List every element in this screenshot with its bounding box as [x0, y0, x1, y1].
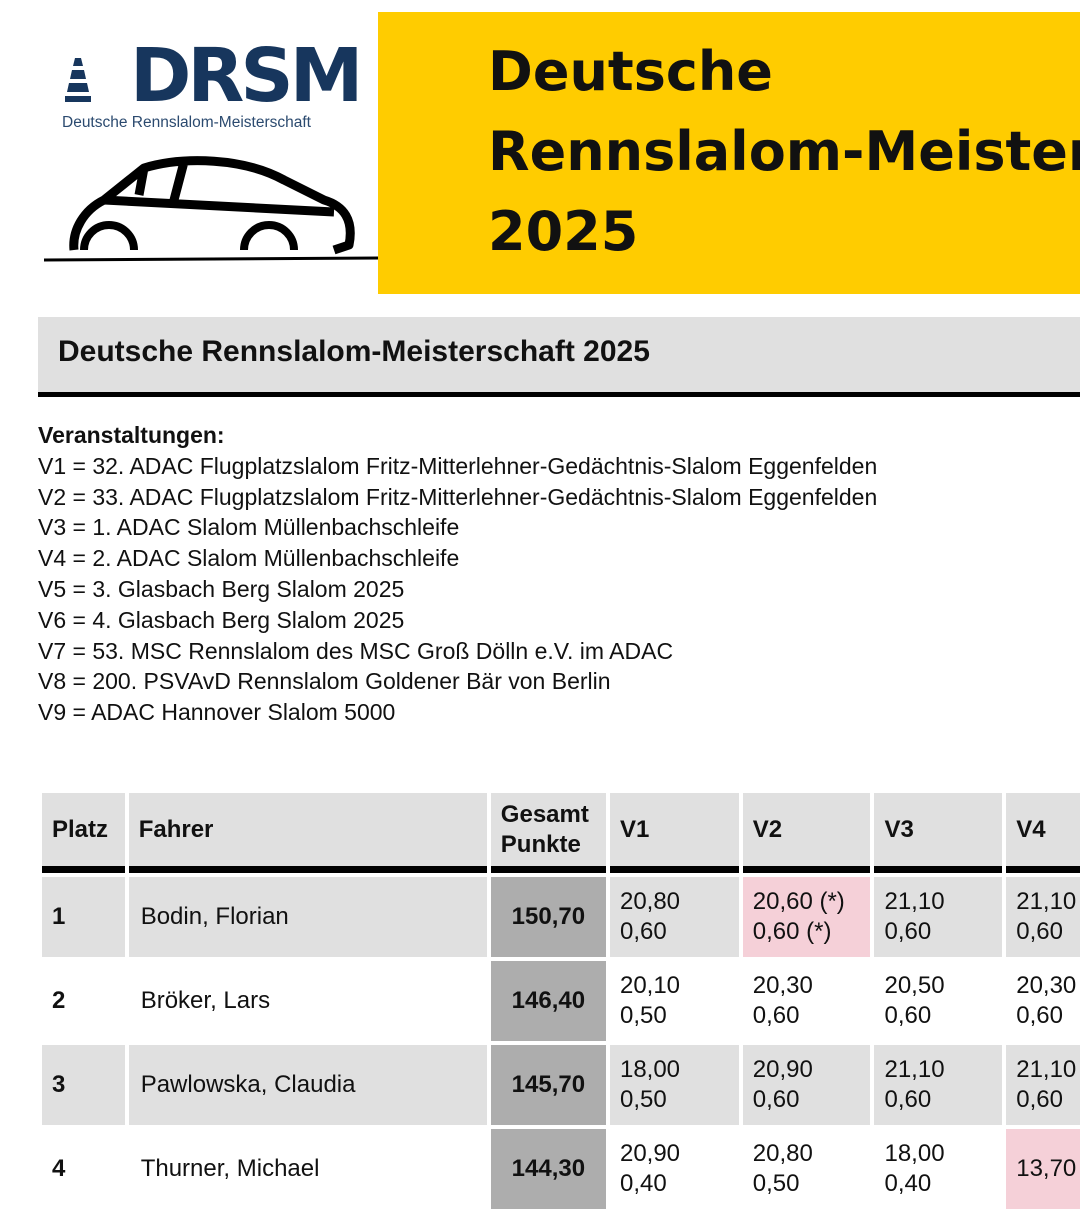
total-points: 144,30 — [490, 1129, 606, 1209]
points: 20,90 — [619, 1140, 681, 1167]
event-points-cell: 20,30 0,60 — [742, 961, 871, 1041]
col-gesamt-line: Gesamt — [500, 800, 589, 828]
bonus-points: 0,50 — [752, 1170, 800, 1197]
events-heading: Veranstaltungen: — [38, 422, 225, 448]
header-banner: DRSM Deutsche Rennslalom-Meisterschaft D… — [0, 0, 1080, 300]
event-points-cell: 20,10 0,50 — [609, 961, 739, 1041]
page-title-bar: Deutsche Rennslalom-Meisterschaft 2025 — [38, 317, 1080, 397]
points: 13,70 (*) — [1016, 1155, 1080, 1182]
driver-name: Pawlowska, Claudia — [128, 1045, 487, 1125]
event-points-cell: 20,30 0,60 — [1006, 961, 1080, 1041]
bonus-points: 0,50 — [619, 1002, 667, 1029]
event-item: V1 = 32. ADAC Flugplatzslalom Fritz-Mitt… — [38, 452, 878, 479]
platz-cell: 3 — [42, 1045, 125, 1125]
table-row: 2 Bröker, Lars 146,40 20,10 0,50 20,30 0,60 2… — [42, 961, 1080, 1041]
bonus-points: 0,60 (*) — [752, 918, 832, 945]
car-silhouette-icon — [44, 156, 380, 262]
points: 21,10 — [1016, 1056, 1077, 1083]
points: 20,50 — [884, 972, 945, 999]
traffic-cone-icon — [65, 58, 91, 102]
points: 20,60 (*) — [752, 888, 845, 915]
event-item: V4 = 2. ADAC Slalom Müllenbachschleife — [38, 545, 460, 572]
banner-title-line: Rennslalom-Meisterschaft — [488, 120, 1080, 183]
event-points-cell: 20,90 0,60 — [742, 1045, 871, 1125]
col-v4[interactable]: V4 — [1006, 793, 1080, 873]
bonus-points: 0,60 — [1016, 1086, 1063, 1113]
bonus-points: 0,60 — [884, 1086, 932, 1113]
points: 21,10 — [884, 1056, 945, 1083]
points: 20,80 — [752, 1140, 813, 1167]
table-header-row: Platz Fahrer Gesamt Punkte V1 V2 V3 V4 — [42, 793, 1080, 873]
event-points-cell: 20,60 (*) 0,60 (*) — [742, 877, 871, 957]
col-v2[interactable]: V2 — [742, 793, 871, 873]
col-platz[interactable]: Platz — [42, 793, 125, 873]
banner-title-line: Deutsche — [488, 40, 773, 103]
banner-title-line: 2025 — [488, 200, 639, 263]
event-points-cell: 21,10 0,60 — [1006, 1045, 1080, 1125]
bonus-points: 0,40 — [884, 1170, 932, 1197]
banner-title: Deutsche Rennslalom-Meisterschaft 2025 — [378, 12, 1080, 294]
points: 20,30 — [752, 972, 813, 999]
event-points-cell: 13,70 (*) — [1006, 1129, 1080, 1209]
event-item: V5 = 3. Glasbach Berg Slalom 2025 — [38, 575, 405, 602]
driver-name: Thurner, Michael — [128, 1129, 487, 1209]
points: 21,10 — [1016, 888, 1077, 915]
standings-table: Platz Fahrer Gesamt Punkte V1 V2 V3 V4 1 … — [38, 789, 1080, 1213]
points: 18,00 — [884, 1140, 945, 1167]
bonus-points: 0,60 — [1016, 918, 1063, 945]
table-row: 1 Bodin, Florian 150,70 20,80 0,60 20,60 (*… — [42, 877, 1080, 957]
driver-name: Bröker, Lars — [128, 961, 487, 1041]
table-row: 3 Pawlowska, Claudia 145,70 18,00 0,50 20,9… — [42, 1045, 1080, 1125]
points: 20,10 — [619, 972, 681, 999]
page-title: Deutsche Rennslalom-Meisterschaft 2025 — [58, 335, 650, 368]
bonus-points: 0,50 — [619, 1086, 667, 1113]
points: 18,00 — [619, 1056, 681, 1083]
col-v3[interactable]: V3 — [874, 793, 1003, 873]
points: 21,10 — [884, 888, 945, 915]
col-fahrer[interactable]: Fahrer — [128, 793, 487, 873]
total-points: 150,70 — [490, 877, 606, 957]
logo-subtitle: Deutsche Rennslalom-Meisterschaft — [62, 114, 311, 131]
event-item: V9 = ADAC Hannover Slalom 5000 — [38, 699, 396, 726]
event-points-cell: 20,80 0,50 — [742, 1129, 871, 1209]
event-points-cell: 20,90 0,40 — [609, 1129, 739, 1209]
bonus-points: 0,60 — [752, 1002, 800, 1029]
points: 20,30 — [1016, 972, 1077, 999]
event-points-cell: 21,10 0,60 — [874, 877, 1003, 957]
platz-cell: 2 — [42, 961, 125, 1041]
platz-cell: 1 — [42, 877, 125, 957]
bonus-points: 0,60 — [1016, 1002, 1063, 1029]
events-list: Veranstaltungen: V1 = 32. ADAC Flugplatz… — [38, 420, 877, 728]
event-item: V6 = 4. Glasbach Berg Slalom 2025 — [38, 606, 405, 633]
event-item: V2 = 33. ADAC Flugplatzslalom Fritz-Mitt… — [38, 483, 878, 510]
bonus-points: 0,60 — [619, 918, 667, 945]
platz-cell: 4 — [42, 1129, 125, 1209]
event-item: V8 = 200. PSVAvD Rennslalom Goldener Bär… — [38, 668, 611, 695]
bonus-points: 0,60 — [884, 1002, 932, 1029]
bonus-points: 0,60 — [752, 1086, 800, 1113]
event-points-cell: 18,00 0,40 — [874, 1129, 1003, 1209]
driver-name: Bodin, Florian — [128, 877, 487, 957]
total-points: 146,40 — [490, 961, 606, 1041]
event-points-cell: 18,00 0,50 — [609, 1045, 739, 1125]
event-points-cell: 21,10 0,60 — [1006, 877, 1080, 957]
table-row: 4 Thurner, Michael 144,30 20,90 0,40 20,80 0… — [42, 1129, 1080, 1209]
event-points-cell: 20,50 0,60 — [874, 961, 1003, 1041]
points: 20,90 — [752, 1056, 813, 1083]
event-item: V3 = 1. ADAC Slalom Müllenbachschleife — [38, 514, 460, 541]
total-points: 145,70 — [490, 1045, 606, 1125]
col-gesamt-line: Punkte — [500, 830, 581, 858]
event-item: V7 = 53. MSC Rennslalom des MSC Groß Döl… — [38, 637, 674, 664]
col-gesamt[interactable]: Gesamt Punkte — [490, 793, 606, 873]
logo-text: DRSM — [130, 33, 363, 119]
col-v1[interactable]: V1 — [609, 793, 739, 873]
event-points-cell: 21,10 0,60 — [874, 1045, 1003, 1125]
bonus-points: 0,60 — [884, 918, 932, 945]
event-points-cell: 20,80 0,60 — [609, 877, 739, 957]
bonus-points: 0,40 — [619, 1170, 667, 1197]
drsm-logo: DRSM Deutsche Rennslalom-Meisterschaft — [40, 33, 380, 270]
points: 20,80 — [619, 888, 681, 915]
